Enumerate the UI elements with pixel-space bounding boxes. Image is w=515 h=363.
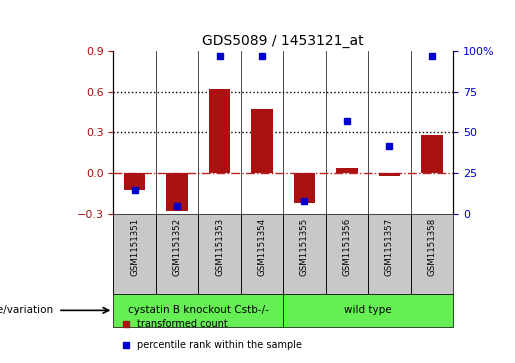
Text: GSM1151354: GSM1151354 xyxy=(258,218,266,276)
Bar xyxy=(166,173,187,211)
Bar xyxy=(156,214,198,294)
Bar xyxy=(124,173,145,189)
Text: GSM1151357: GSM1151357 xyxy=(385,218,394,276)
Bar xyxy=(336,168,357,173)
Text: GSM1151355: GSM1151355 xyxy=(300,218,309,276)
Bar xyxy=(113,214,156,294)
Text: GSM1151351: GSM1151351 xyxy=(130,218,139,276)
Bar xyxy=(113,294,283,327)
Bar xyxy=(241,214,283,294)
Text: percentile rank within the sample: percentile rank within the sample xyxy=(136,340,302,350)
Text: GSM1151353: GSM1151353 xyxy=(215,218,224,276)
Title: GDS5089 / 1453121_at: GDS5089 / 1453121_at xyxy=(202,34,364,48)
Bar xyxy=(283,294,453,327)
Bar xyxy=(325,214,368,294)
Bar xyxy=(283,214,325,294)
Text: genotype/variation: genotype/variation xyxy=(0,305,54,315)
Text: transformed count: transformed count xyxy=(136,319,228,329)
Text: GSM1151358: GSM1151358 xyxy=(427,218,436,276)
Bar xyxy=(368,214,410,294)
Text: wild type: wild type xyxy=(345,305,392,315)
Bar xyxy=(294,173,315,203)
Bar xyxy=(410,214,453,294)
Text: cystatin B knockout Cstb-/-: cystatin B knockout Cstb-/- xyxy=(128,305,269,315)
Bar xyxy=(421,135,442,173)
Bar xyxy=(209,89,230,173)
Text: GSM1151356: GSM1151356 xyxy=(342,218,351,276)
Bar xyxy=(379,173,400,176)
Text: GSM1151352: GSM1151352 xyxy=(173,218,181,276)
Bar xyxy=(198,214,241,294)
Bar xyxy=(251,109,272,173)
